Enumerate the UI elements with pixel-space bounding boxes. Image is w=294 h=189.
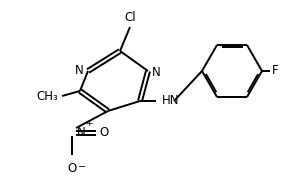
Text: O: O: [67, 162, 77, 175]
Text: HN: HN: [162, 94, 180, 108]
Text: −: −: [78, 162, 86, 172]
Text: Cl: Cl: [124, 11, 136, 24]
Text: N: N: [75, 64, 84, 77]
Text: +: +: [85, 119, 93, 128]
Text: N: N: [77, 126, 86, 139]
Text: CH₃: CH₃: [36, 90, 58, 102]
Text: O: O: [99, 126, 108, 139]
Text: F: F: [272, 64, 279, 77]
Text: N: N: [152, 66, 161, 78]
